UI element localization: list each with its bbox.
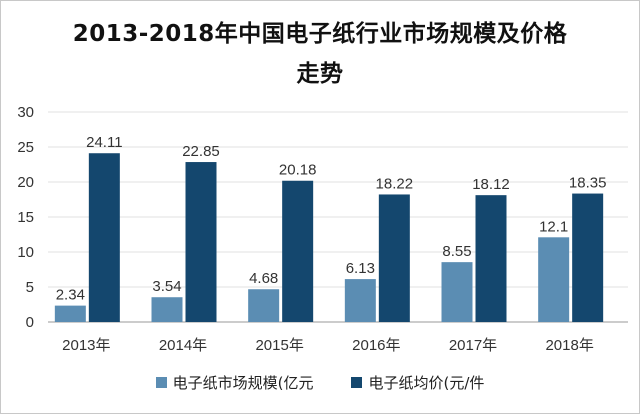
chart-title-line-2: 走势 [296, 61, 344, 87]
y-tick-label: 5 [26, 279, 34, 296]
data-label: 4.68 [249, 270, 278, 287]
x-tick-label: 2015年 [255, 337, 303, 354]
bar-avg-price [378, 194, 410, 322]
data-label: 18.12 [472, 176, 510, 193]
data-label: 18.35 [569, 175, 607, 192]
x-tick-label: 2017年 [449, 337, 497, 354]
bar-market-size [151, 297, 183, 322]
bar-avg-price [572, 193, 604, 322]
bar-market-size [538, 237, 570, 322]
bar-market-size [54, 305, 86, 322]
bar-market-size [441, 262, 473, 322]
bar-avg-price [88, 153, 120, 322]
y-tick-label: 25 [17, 139, 34, 156]
bar-market-size [248, 289, 280, 322]
data-label: 18.22 [376, 175, 414, 192]
data-label: 8.55 [442, 243, 471, 260]
x-tick-label: 2016年 [352, 337, 400, 354]
data-label: 6.13 [346, 260, 375, 277]
data-label: 3.54 [152, 278, 181, 295]
legend-item-series-2: 电子纸均价(元/件 [351, 372, 484, 393]
x-tick-label: 2014年 [159, 337, 207, 354]
y-tick-label: 0 [26, 314, 34, 331]
y-tick-label: 10 [17, 244, 34, 261]
data-label: 12.1 [539, 218, 568, 235]
data-label: 22.85 [182, 143, 220, 160]
chart-title-line-1: 2013-2018年中国电子纸行业市场规模及价格 [72, 21, 568, 47]
data-label: 2.34 [56, 287, 85, 304]
y-tick-label: 20 [17, 174, 34, 191]
bar-avg-price [282, 180, 314, 322]
data-label: 20.18 [279, 162, 317, 179]
legend-item-series-1: 电子纸市场规模(亿元 [155, 372, 314, 393]
x-tick-label: 2018年 [545, 337, 593, 354]
x-tick-label: 2013年 [62, 337, 110, 354]
y-tick-label: 15 [17, 209, 34, 226]
legend-swatch-series-1 [155, 377, 167, 388]
legend-label-series-1: 电子纸市场规模(亿元 [172, 374, 314, 392]
bar-avg-price [475, 195, 507, 322]
y-tick-label: 30 [17, 104, 34, 121]
bar-market-size [344, 279, 376, 322]
data-label: 24.11 [86, 134, 122, 151]
chart-legend: 电子纸市场规模(亿元 电子纸均价(元/件 [0, 372, 640, 393]
legend-swatch-series-2 [351, 377, 363, 388]
legend-label-series-2: 电子纸均价(元/件 [368, 374, 485, 392]
bar-avg-price [185, 162, 217, 322]
